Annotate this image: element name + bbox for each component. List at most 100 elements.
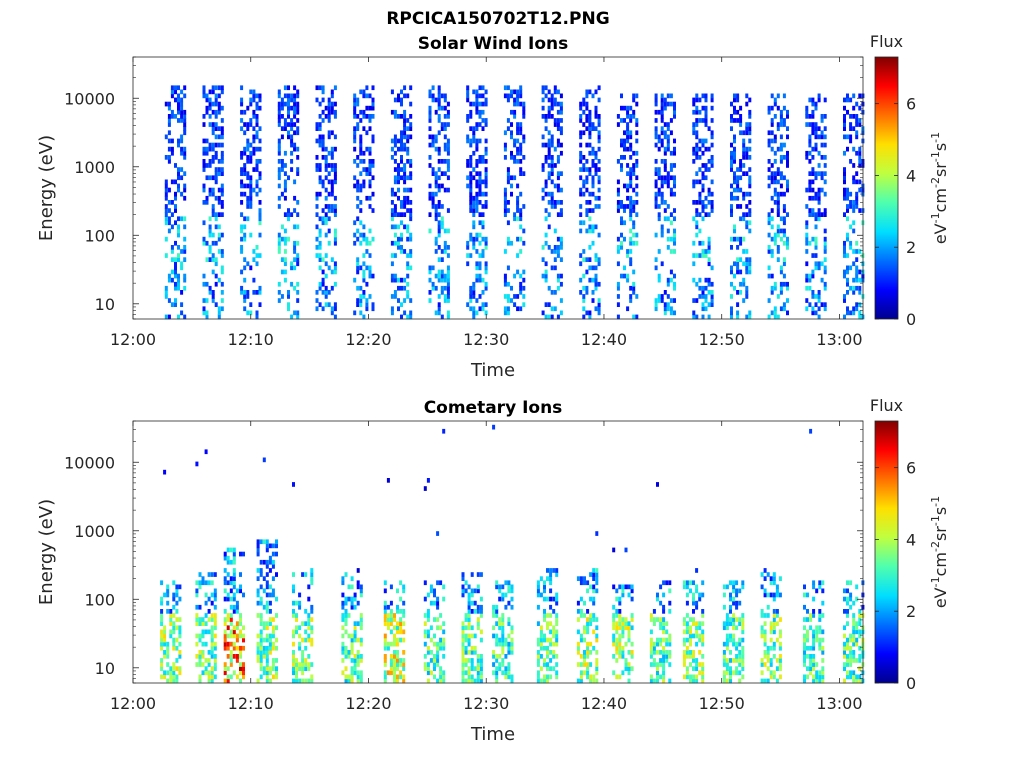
heatmap-cell <box>353 666 357 671</box>
heatmap-cell <box>350 600 354 606</box>
heatmap-cell <box>555 572 559 577</box>
heatmap-cell <box>362 150 366 156</box>
heatmap-cell <box>621 633 625 639</box>
heatmap-cell <box>692 310 696 316</box>
heatmap-cell <box>745 290 749 295</box>
heatmap-cell <box>707 257 711 262</box>
heatmap-cell <box>738 654 742 659</box>
heatmap-cell <box>268 650 272 655</box>
heatmap-cell <box>239 670 242 676</box>
heatmap-cell <box>588 167 592 172</box>
heatmap-cell <box>443 285 447 291</box>
heatmap-cell <box>620 138 623 144</box>
heatmap-cell <box>544 183 548 189</box>
heatmap-cell <box>615 629 619 635</box>
heatmap-cell <box>475 208 479 213</box>
heatmap-cell <box>772 572 776 577</box>
heatmap-cell <box>852 146 856 152</box>
heatmap-cell <box>246 126 250 131</box>
heatmap-cell <box>778 662 782 667</box>
heatmap-cell <box>666 183 670 189</box>
heatmap-cell <box>271 633 275 639</box>
heatmap-cell <box>396 621 399 626</box>
heatmap-cell <box>506 179 510 185</box>
heatmap-cell <box>654 298 658 303</box>
heatmap-cell <box>495 621 499 626</box>
heatmap-cell <box>546 645 549 651</box>
heatmap-cell <box>586 654 590 659</box>
heatmap-cell <box>579 228 583 234</box>
heatmap-cell <box>589 621 593 626</box>
heatmap-cell <box>239 584 242 590</box>
heatmap-cell <box>426 478 430 483</box>
heatmap-cell <box>632 163 636 168</box>
heatmap-cell <box>393 191 397 197</box>
heatmap-cell <box>220 150 224 156</box>
heatmap-cell <box>174 298 177 303</box>
heatmap-cell <box>402 584 406 590</box>
heatmap-cell <box>544 302 548 307</box>
heatmap-cell <box>466 253 470 258</box>
heatmap-cell <box>393 208 397 213</box>
heatmap-cell <box>770 236 774 242</box>
heatmap-cell <box>169 609 173 614</box>
colorbar-unit-label: eV-1cm-2sr-1s-1 <box>929 132 950 244</box>
heatmap-cell <box>738 678 742 684</box>
heatmap-cell <box>585 142 589 148</box>
heatmap-cell <box>268 637 272 643</box>
heatmap-cell <box>632 285 636 291</box>
heatmap-cell <box>820 155 824 160</box>
heatmap-cell <box>409 163 413 168</box>
heatmap-cell <box>858 249 862 254</box>
heatmap-cell <box>576 678 580 684</box>
heatmap-cell <box>167 101 171 107</box>
heatmap-cell <box>654 134 658 140</box>
heatmap-cell <box>559 126 563 131</box>
heatmap-cell <box>682 584 686 590</box>
heatmap-cell <box>627 666 631 671</box>
heatmap-cell <box>660 126 664 131</box>
heatmap-cell <box>402 588 406 594</box>
heatmap-cell <box>597 310 601 316</box>
heatmap-cell <box>626 204 630 209</box>
heatmap-cell <box>595 576 599 581</box>
heatmap-cell <box>660 101 664 107</box>
heatmap-cell <box>211 212 215 217</box>
heatmap-cell <box>318 138 322 144</box>
heatmap-cell <box>406 93 410 99</box>
heatmap-cell <box>226 559 230 565</box>
heatmap-cell <box>763 568 767 573</box>
heatmap-cell <box>741 645 745 651</box>
heatmap-cell <box>443 146 447 152</box>
heatmap-cell <box>268 543 272 549</box>
heatmap-cell <box>519 146 523 152</box>
heatmap-cell <box>235 633 239 639</box>
heatmap-cell <box>397 171 400 176</box>
heatmap-cell <box>597 281 601 287</box>
heatmap-cell <box>669 163 673 168</box>
heatmap-cell <box>243 306 247 312</box>
heatmap-cell <box>277 109 281 115</box>
heatmap-cell <box>439 613 443 618</box>
heatmap-cell <box>748 109 752 115</box>
heatmap-cell <box>742 236 746 242</box>
heatmap-cell <box>293 224 297 230</box>
heatmap-cell <box>506 167 510 172</box>
heatmap-cell <box>669 130 673 136</box>
heatmap-cell <box>292 609 295 614</box>
heatmap-cell <box>632 114 636 119</box>
heatmap-cell <box>397 179 400 185</box>
heatmap-cells <box>164 85 865 320</box>
heatmap-cell <box>180 175 184 181</box>
heatmap-cell <box>484 175 488 181</box>
heatmap-cell <box>389 654 393 659</box>
heatmap-cell <box>198 637 202 643</box>
heatmap-cell <box>855 265 859 271</box>
heatmap-cell <box>763 592 767 598</box>
heatmap-cell <box>163 637 167 643</box>
heatmap-cell <box>654 93 658 99</box>
heatmap-cell <box>852 621 856 626</box>
heatmap-cell <box>547 97 551 103</box>
heatmap-cell <box>256 592 260 598</box>
heatmap-cell <box>268 633 272 639</box>
